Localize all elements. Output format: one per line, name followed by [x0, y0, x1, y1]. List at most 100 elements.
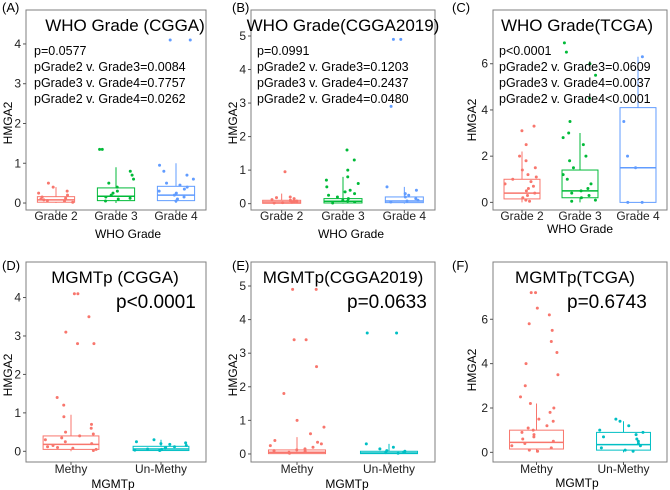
data-point [174, 199, 178, 203]
data-point [549, 446, 553, 450]
data-point [521, 196, 525, 200]
data-point [78, 434, 82, 438]
y-axis-label: HMGA2 [465, 348, 479, 391]
data-point [588, 62, 592, 66]
data-point [389, 200, 393, 204]
x-tick-label: Grade 2 [260, 209, 304, 223]
data-point [598, 428, 602, 432]
data-point [37, 191, 41, 195]
stat-annotation: p<0.0001 [116, 292, 196, 313]
data-point [89, 422, 93, 426]
y-tick-label: 2 [481, 401, 488, 415]
panel-label: (D) [2, 258, 20, 273]
data-point [536, 449, 540, 453]
y-tick-label: 6 [481, 312, 488, 326]
data-point [527, 322, 531, 326]
y-tick-label: 0 [481, 195, 488, 209]
data-point [396, 451, 400, 455]
data-point [72, 292, 76, 296]
x-tick-label: Grade 4 [154, 209, 198, 223]
data-point [352, 158, 356, 162]
data-point [503, 182, 507, 186]
x-tick-label: Grade 4 [616, 209, 660, 223]
data-point [283, 170, 287, 174]
data-point [532, 433, 536, 437]
data-point [71, 200, 75, 204]
data-point [128, 196, 132, 200]
chart-title: MGMTp(CGGA2019) [263, 268, 424, 287]
data-point [518, 154, 522, 158]
data-point [111, 191, 115, 195]
data-point [115, 185, 119, 189]
chart-title: MGMTp (CGGA) [51, 268, 179, 287]
data-point [314, 287, 318, 291]
data-point [178, 183, 182, 187]
data-point [623, 448, 627, 452]
data-point [561, 173, 565, 177]
stat-annotation: pGrade2 v. Grade3=0.1203 [257, 60, 409, 74]
data-point [104, 199, 108, 203]
y-tick-label: 1 [239, 163, 246, 177]
data-point [116, 197, 120, 201]
box-methy [509, 429, 564, 450]
data-point [634, 166, 638, 170]
stat-annotation: pGrade3 v. Grade4=0.0037 [499, 76, 651, 90]
box-grade-4 [619, 107, 657, 203]
data-point [348, 188, 352, 192]
panel-label: (B) [232, 0, 249, 15]
y-tick-label: 5 [239, 279, 246, 293]
data-point [614, 417, 618, 421]
data-point [45, 199, 49, 203]
y-axis-label: HMGA2 [1, 353, 15, 396]
data-point [528, 402, 532, 406]
data-point [292, 197, 296, 201]
data-point [565, 177, 569, 181]
data-point [626, 200, 630, 204]
data-point [389, 104, 393, 108]
data-point [65, 189, 69, 193]
data-point [586, 187, 590, 191]
data-point [304, 338, 308, 342]
y-tick-label: 2 [239, 130, 246, 144]
data-point [43, 438, 47, 442]
y-tick-label: 3 [239, 96, 246, 110]
data-point [185, 173, 189, 177]
data-point [384, 451, 388, 455]
data-point [92, 342, 96, 346]
panel-label: (F) [452, 258, 469, 273]
data-point [159, 442, 163, 446]
data-point [414, 197, 418, 201]
data-point [76, 342, 80, 346]
x-axis-label: MGMTp [325, 477, 369, 490]
data-point [635, 437, 639, 441]
panel-d: (D) MGMTp (CGGA) 0 1 2 3 4 HMGA2 Methy Un-MethyMG… [1, 258, 207, 490]
data-point [391, 37, 395, 41]
data-point [158, 163, 162, 167]
data-point [184, 441, 188, 445]
data-point [62, 403, 66, 407]
data-point [157, 189, 161, 193]
data-point [91, 449, 95, 453]
data-point [346, 175, 350, 179]
panel-frame [250, 9, 436, 211]
y-tick-label: 2 [14, 116, 21, 130]
data-point [520, 168, 524, 172]
data-point [518, 395, 522, 399]
data-point [168, 442, 172, 446]
data-point [511, 177, 515, 181]
y-tick-label: 0 [14, 196, 21, 210]
y-tick-label: 4 [239, 313, 246, 327]
data-point [533, 191, 537, 195]
data-point [109, 193, 113, 197]
data-point [640, 200, 644, 204]
data-point [345, 148, 349, 152]
data-point [343, 190, 347, 194]
data-point [98, 147, 102, 151]
data-point [168, 38, 172, 42]
y-tick-label: 4 [481, 103, 488, 117]
data-point [568, 159, 572, 163]
data-point [270, 198, 274, 202]
data-point [94, 447, 98, 451]
data-point [184, 444, 188, 448]
data-point [272, 201, 276, 205]
